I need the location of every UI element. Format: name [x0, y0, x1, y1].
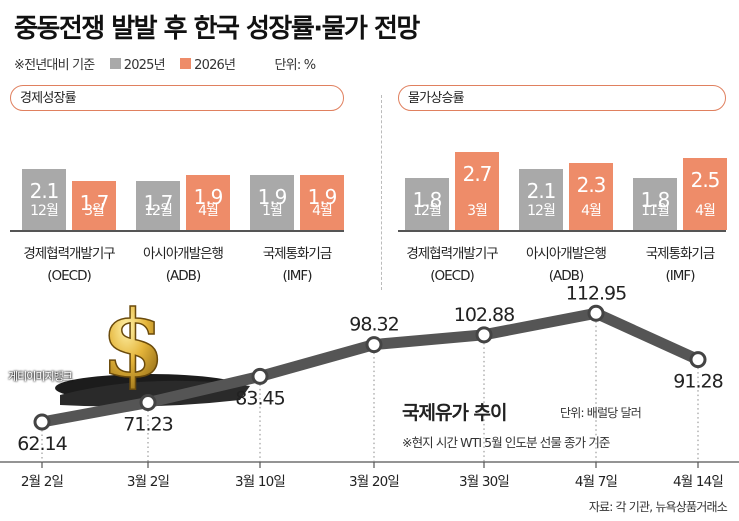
- growth-panel-title: 경제성장률: [10, 85, 344, 111]
- institution-name: 국제통화기금: [645, 246, 716, 262]
- bar-value-label: 1.8: [640, 187, 671, 212]
- bar: 1.7 3월: [72, 180, 116, 230]
- oil-value-label: 98.32: [349, 314, 398, 336]
- oil-value-label: 112.95: [566, 282, 626, 304]
- bar-value-label: 1.9: [193, 184, 224, 209]
- bar-month-label: 12월: [527, 203, 556, 219]
- oil-tick-label: 4월 14일: [673, 474, 723, 490]
- institution-label: 국제통화기금 (IMF): [610, 243, 739, 287]
- oil-tick-label: 3월 10일: [235, 474, 285, 490]
- bar: 1.7 12월: [136, 180, 180, 230]
- oil-tick-label: 4월 7일: [575, 474, 618, 490]
- bar-month-label: 12월: [413, 203, 442, 219]
- institution-abbr: (IMF): [282, 268, 313, 284]
- svg-text:$: $: [101, 290, 165, 398]
- bar-value-label: 2.1: [526, 179, 557, 204]
- oil-value-label: 62.14: [17, 433, 67, 455]
- legend-item-2025: 2025년: [123, 58, 166, 73]
- institution-name: 경제협력개발기구: [23, 246, 115, 262]
- bar: 1.9 1월: [250, 174, 294, 230]
- legend-item-2026: 2026년: [194, 58, 236, 73]
- oil-tick-label: 3월 30일: [459, 474, 509, 490]
- institution-abbr: (OECD): [430, 268, 475, 284]
- bar: 2.1 12월: [519, 169, 563, 230]
- bar-month-label: 12월: [144, 203, 173, 219]
- legend-swatch-2026: [180, 58, 192, 69]
- oil-tick-label: 2월 2일: [21, 474, 64, 490]
- institution-name: 국제통화기금: [262, 246, 333, 262]
- oil-chart-title: 국제유가 추이: [402, 402, 507, 424]
- oil-value-label: 83.45: [235, 387, 284, 409]
- bar-month-label: 4월: [581, 203, 602, 219]
- bar-month-label: 11월: [641, 203, 670, 219]
- bar-value-label: 2.5: [690, 167, 721, 192]
- oil-point: [365, 336, 383, 354]
- bar-value-label: 1.9: [257, 184, 288, 209]
- source-note: 자료: 각 기관, 뉴욕상품거래소: [588, 500, 728, 514]
- bar-month-label: 4월: [695, 203, 716, 219]
- oil-point: [587, 304, 605, 322]
- oil-point: [33, 413, 51, 431]
- legend: ※전년대비 기준 2025년 2026년 단위: %: [14, 54, 317, 73]
- watermark: 게티이미지뱅크: [8, 370, 73, 383]
- oil-tick-label: 3월 2일: [127, 474, 170, 490]
- institution-name: 아시아개발은행: [143, 246, 224, 262]
- oil-point: [251, 367, 269, 385]
- bar: 2.3 4월: [569, 163, 613, 230]
- bar: 1.9 4월: [186, 174, 230, 230]
- bar-value-label: 1.7: [143, 190, 174, 215]
- oil-value-label: 71.23: [123, 414, 172, 436]
- institution-label: 경제협력개발기구 (OECD): [382, 243, 522, 287]
- institution-abbr: (ADB): [548, 268, 584, 284]
- institution-label: 경제협력개발기구 (OECD): [0, 243, 139, 287]
- institution-label: 국제통화기금 (IMF): [227, 243, 367, 287]
- oil-point: [689, 351, 707, 369]
- bar-value-label: 2.1: [29, 179, 60, 204]
- bar-month-label: 3월: [467, 203, 488, 219]
- page-title: 중동전쟁 발발 후 한국 성장률·물가 전망: [14, 14, 420, 44]
- oil-point: [475, 326, 493, 344]
- bar: 2.1 12월: [22, 169, 66, 230]
- bar-baseline: [10, 230, 344, 232]
- oil-chart-unit: 단위: 배럴당 달러: [560, 406, 642, 420]
- bar-value-label: 2.7: [462, 161, 493, 186]
- bar: 2.7 3월: [455, 151, 499, 230]
- bar-month-label: 12월: [30, 203, 59, 219]
- bar-value-label: 1.8: [412, 187, 443, 212]
- panel-divider: [381, 95, 382, 290]
- oil-chart-note: ※현지 시간 WTI 5월 인도분 선물 종가 기준: [402, 435, 610, 450]
- institution-label: 아시아개발은행 (ADB): [113, 243, 253, 287]
- institution-abbr: (OECD): [47, 268, 92, 284]
- oil-value-label: 91.28: [673, 371, 722, 393]
- bar-value-label: 1.9: [307, 184, 338, 209]
- oil-value-label: 102.88: [454, 304, 514, 326]
- institution-name: 아시아개발은행: [526, 246, 607, 262]
- bar: 2.5 4월: [683, 157, 727, 230]
- institution-name: 경제협력개발기구: [406, 246, 498, 262]
- oil-point: [139, 394, 157, 412]
- bar-month-label: 4월: [198, 203, 219, 219]
- institution-abbr: (ADB): [165, 268, 201, 284]
- bar: 1.9 4월: [300, 174, 344, 230]
- bar-baseline: [398, 230, 726, 232]
- inflation-panel-title: 물가상승률: [398, 85, 726, 111]
- legend-swatch-2025: [109, 58, 121, 69]
- legend-unit: 단위: %: [274, 58, 317, 73]
- bar-month-label: 3월: [84, 203, 105, 219]
- bar-month-label: 4월: [312, 203, 333, 219]
- bar-value-label: 1.7: [79, 190, 110, 215]
- bar: 1.8 11월: [633, 177, 677, 230]
- oil-tick-label: 3월 20일: [349, 474, 399, 490]
- bar: 1.8 12월: [405, 177, 449, 230]
- institution-abbr: (IMF): [665, 268, 696, 284]
- legend-note: ※전년대비 기준: [14, 58, 95, 73]
- bar-month-label: 1월: [262, 203, 283, 219]
- bar-value-label: 2.3: [576, 173, 607, 198]
- institution-label: 아시아개발은행 (ADB): [496, 243, 636, 287]
